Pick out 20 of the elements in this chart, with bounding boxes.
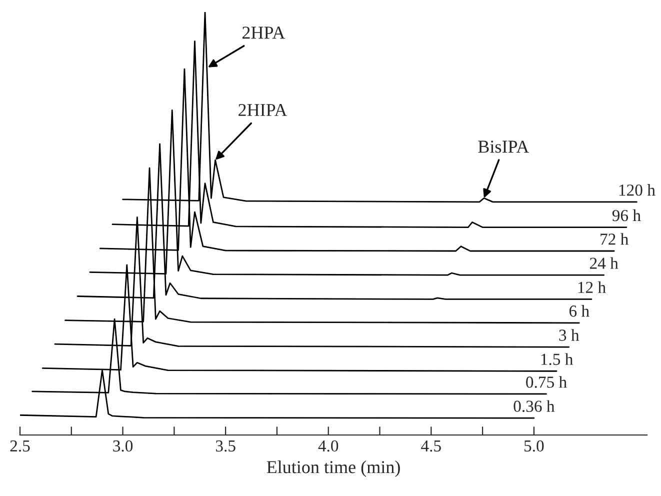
x-tick-label: 4.5 [421, 440, 441, 452]
series-label: 0.36 h [514, 400, 555, 412]
annotation: BisIPA [478, 140, 530, 153]
x-tick-label: 4.0 [318, 440, 338, 452]
series-label: 96 h [612, 209, 641, 222]
series-label: 24 h [590, 257, 618, 269]
annotation: 2HIPA [238, 104, 288, 116]
x-axis-title: Elution time (min) [266, 460, 400, 477]
series-label: 0.75 h [526, 376, 567, 388]
series-label: 1.5 h [541, 353, 573, 366]
series-label: 6 h [569, 305, 590, 317]
annotation: 2HPA [242, 26, 286, 39]
x-tick-label: 3.0 [113, 440, 133, 452]
x-tick-label: 5.0 [524, 440, 544, 452]
series-label: 3 h [559, 329, 580, 341]
series-label: 12 h [578, 281, 606, 293]
x-tick-label: 2.5 [10, 440, 30, 452]
x-tick-label: 3.5 [216, 440, 236, 452]
series-label: 72 h [600, 233, 628, 245]
series-label: 120 h [619, 184, 656, 196]
